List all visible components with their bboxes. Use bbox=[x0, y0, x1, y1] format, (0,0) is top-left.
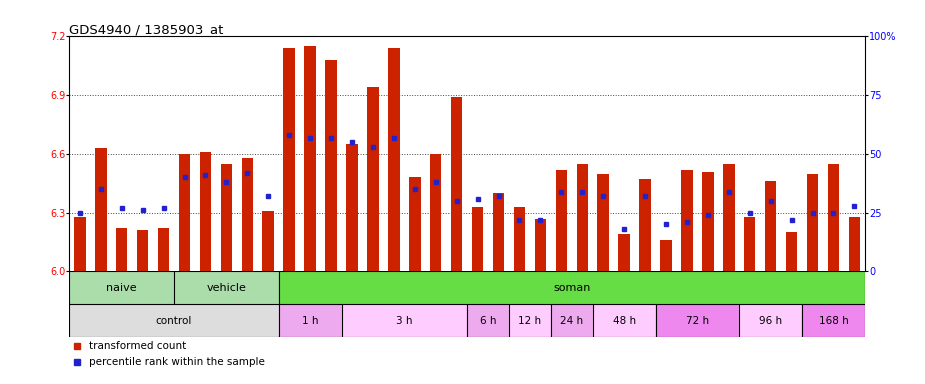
Bar bbox=[702, 172, 713, 271]
Bar bbox=[739, 305, 802, 337]
Bar bbox=[551, 305, 593, 337]
Bar bbox=[576, 164, 588, 271]
Bar bbox=[828, 164, 839, 271]
Bar bbox=[656, 305, 739, 337]
Bar bbox=[430, 154, 441, 271]
Text: 48 h: 48 h bbox=[612, 316, 635, 326]
Bar bbox=[74, 217, 86, 271]
Bar bbox=[263, 211, 274, 271]
Text: 12 h: 12 h bbox=[518, 316, 541, 326]
Bar bbox=[116, 228, 128, 271]
Bar bbox=[69, 305, 278, 337]
Text: 168 h: 168 h bbox=[819, 316, 848, 326]
Bar bbox=[509, 305, 551, 337]
Text: naive: naive bbox=[106, 283, 137, 293]
Bar bbox=[619, 234, 630, 271]
Bar bbox=[472, 207, 484, 271]
Bar bbox=[556, 170, 567, 271]
Bar bbox=[346, 144, 358, 271]
Bar bbox=[278, 305, 341, 337]
Text: percentile rank within the sample: percentile rank within the sample bbox=[89, 357, 265, 367]
Bar bbox=[660, 240, 672, 271]
Bar bbox=[467, 305, 509, 337]
Bar bbox=[802, 305, 865, 337]
Bar bbox=[598, 174, 609, 271]
Text: transformed count: transformed count bbox=[89, 341, 187, 351]
Bar bbox=[241, 158, 253, 271]
Bar bbox=[765, 181, 776, 271]
Bar bbox=[409, 177, 421, 271]
Bar bbox=[137, 230, 148, 271]
Text: 72 h: 72 h bbox=[685, 316, 709, 326]
Bar bbox=[723, 164, 734, 271]
Bar bbox=[158, 228, 169, 271]
Bar bbox=[639, 179, 651, 271]
Text: 3 h: 3 h bbox=[396, 316, 413, 326]
Text: 24 h: 24 h bbox=[561, 316, 584, 326]
Bar bbox=[367, 88, 378, 271]
Bar bbox=[174, 271, 278, 305]
Text: soman: soman bbox=[553, 283, 590, 293]
Bar bbox=[681, 170, 693, 271]
Text: 1 h: 1 h bbox=[302, 316, 318, 326]
Bar bbox=[179, 154, 191, 271]
Bar bbox=[326, 60, 337, 271]
Bar bbox=[807, 174, 819, 271]
Bar bbox=[450, 97, 462, 271]
Bar bbox=[493, 193, 504, 271]
Bar bbox=[786, 232, 797, 271]
Bar bbox=[341, 305, 467, 337]
Bar bbox=[95, 148, 106, 271]
Bar bbox=[221, 164, 232, 271]
Text: control: control bbox=[155, 316, 192, 326]
Text: 96 h: 96 h bbox=[759, 316, 783, 326]
Bar bbox=[513, 207, 525, 271]
Bar bbox=[593, 305, 656, 337]
Bar bbox=[304, 46, 315, 271]
Bar bbox=[535, 218, 546, 271]
Bar bbox=[848, 217, 860, 271]
Bar bbox=[388, 48, 400, 271]
Bar bbox=[278, 271, 865, 305]
Text: 6 h: 6 h bbox=[480, 316, 497, 326]
Bar bbox=[69, 271, 174, 305]
Text: vehicle: vehicle bbox=[206, 283, 246, 293]
Text: GDS4940 / 1385903_at: GDS4940 / 1385903_at bbox=[69, 23, 224, 36]
Bar bbox=[200, 152, 211, 271]
Bar bbox=[744, 217, 756, 271]
Bar bbox=[283, 48, 295, 271]
